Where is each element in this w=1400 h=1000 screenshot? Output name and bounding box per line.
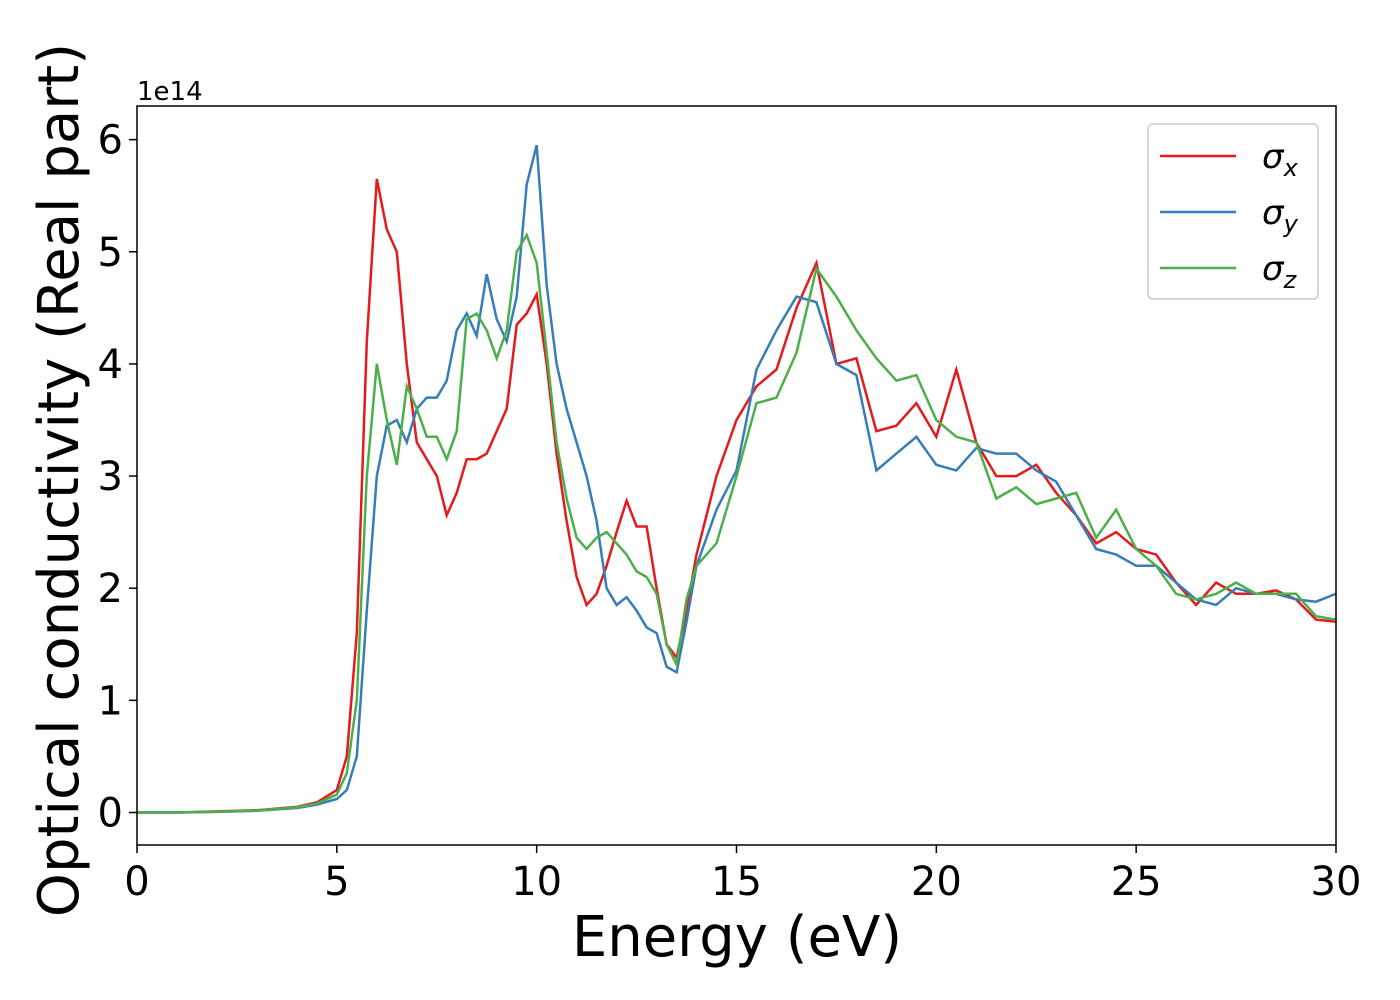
- x-tick-label: 10: [511, 859, 562, 905]
- legend-label: σy: [1262, 193, 1299, 238]
- x-tick-label: 25: [1111, 859, 1162, 905]
- x-tick-label: 20: [911, 859, 962, 905]
- x-tick-label: 0: [124, 859, 149, 905]
- x-axis-label: Energy (eV): [572, 905, 902, 970]
- y-tick-label: 3: [98, 454, 123, 500]
- legend-label: σz: [1262, 249, 1298, 294]
- legend-label: σx: [1262, 137, 1299, 182]
- line-series: [137, 178, 1336, 814]
- y-offset-label: 1e14: [137, 77, 203, 107]
- x-tick-label: 30: [1311, 859, 1362, 905]
- x-tick-label: 15: [711, 859, 762, 905]
- y-tick-label: 2: [98, 566, 123, 612]
- y-tick-label: 0: [98, 790, 123, 836]
- y-tick-label: 5: [98, 230, 123, 276]
- line-series: [137, 232, 1336, 814]
- x-tick-label: 5: [324, 859, 349, 905]
- plot-frame: [136, 105, 1337, 846]
- y-tick-label: 1: [98, 678, 123, 724]
- y-tick-label: 6: [98, 118, 123, 164]
- line-series: [137, 144, 1336, 814]
- y-axis-label: Optical conductivity (Real part): [27, 43, 92, 917]
- y-tick-label: 4: [98, 342, 123, 388]
